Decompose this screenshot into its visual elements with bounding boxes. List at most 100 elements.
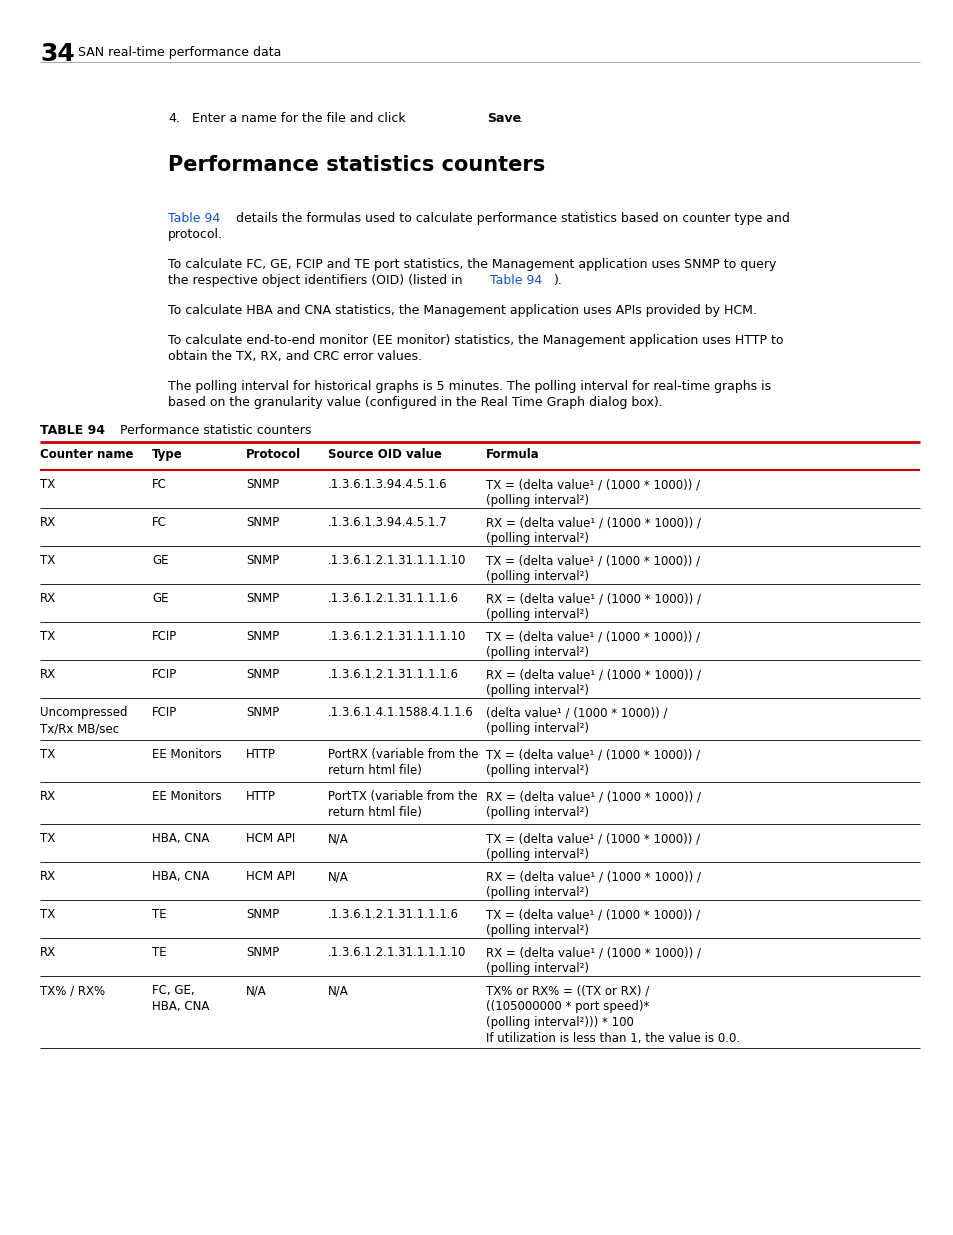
Text: FC: FC [152,516,167,529]
Text: RX: RX [40,668,56,680]
Text: EE Monitors: EE Monitors [152,790,221,803]
Text: Performance statistics counters: Performance statistics counters [168,156,545,175]
Text: Type: Type [152,448,183,461]
Text: TX = (delta value¹ / (1000 * 1000)) /: TX = (delta value¹ / (1000 * 1000)) / [485,908,700,921]
Text: 4.: 4. [168,112,180,125]
Text: N/A: N/A [328,832,349,845]
Text: N/A: N/A [246,984,267,997]
Text: PortRX (variable from the: PortRX (variable from the [328,748,478,761]
Text: FCIP: FCIP [152,630,177,643]
Text: Counter name: Counter name [40,448,133,461]
Text: (polling interval²): (polling interval²) [485,494,588,508]
Text: RX: RX [40,790,56,803]
Text: Formula: Formula [485,448,539,461]
Text: To calculate HBA and CNA statistics, the Management application uses APIs provid: To calculate HBA and CNA statistics, the… [168,304,756,317]
Text: RX = (delta value¹ / (1000 * 1000)) /: RX = (delta value¹ / (1000 * 1000)) / [485,592,700,605]
Text: ((105000000 * port speed)*: ((105000000 * port speed)* [485,1000,649,1013]
Text: (polling interval²): (polling interval²) [485,885,588,899]
Text: N/A: N/A [328,984,349,997]
Text: TX: TX [40,630,55,643]
Text: RX = (delta value¹ / (1000 * 1000)) /: RX = (delta value¹ / (1000 * 1000)) / [485,516,700,529]
Text: (polling interval²): (polling interval²) [485,684,588,697]
Text: GE: GE [152,555,169,567]
Text: .1.3.6.1.2.1.31.1.1.1.6: .1.3.6.1.2.1.31.1.1.1.6 [328,908,458,921]
Text: .1.3.6.1.3.94.4.5.1.7: .1.3.6.1.3.94.4.5.1.7 [328,516,447,529]
Text: The polling interval for historical graphs is 5 minutes. The polling interval fo: The polling interval for historical grap… [168,380,770,393]
Text: Uncompressed: Uncompressed [40,706,128,719]
Text: (polling interval²): (polling interval²) [485,571,588,583]
Text: Table 94: Table 94 [168,212,220,225]
Text: RX = (delta value¹ / (1000 * 1000)) /: RX = (delta value¹ / (1000 * 1000)) / [485,668,700,680]
Text: SAN real-time performance data: SAN real-time performance data [78,46,281,59]
Text: TX: TX [40,478,55,492]
Text: GE: GE [152,592,169,605]
Text: TX% / RX%: TX% / RX% [40,984,105,997]
Text: TABLE 94: TABLE 94 [40,424,105,437]
Text: (polling interval²): (polling interval²) [485,764,588,777]
Text: TE: TE [152,908,167,921]
Text: Save: Save [486,112,520,125]
Text: Table 94: Table 94 [490,274,541,287]
Text: HCM API: HCM API [246,832,294,845]
Text: obtain the TX, RX, and CRC error values.: obtain the TX, RX, and CRC error values. [168,350,421,363]
Text: Protocol: Protocol [246,448,301,461]
Text: based on the granularity value (configured in the Real Time Graph dialog box).: based on the granularity value (configur… [168,396,662,409]
Text: .1.3.6.1.2.1.31.1.1.1.6: .1.3.6.1.2.1.31.1.1.1.6 [328,668,458,680]
Text: PortTX (variable from the: PortTX (variable from the [328,790,477,803]
Text: SNMP: SNMP [246,908,279,921]
Text: (polling interval²): (polling interval²) [485,848,588,861]
Text: return html file): return html file) [328,806,421,819]
Text: TX = (delta value¹ / (1000 * 1000)) /: TX = (delta value¹ / (1000 * 1000)) / [485,555,700,567]
Text: (polling interval²): (polling interval²) [485,924,588,937]
Text: FC: FC [152,478,167,492]
Text: RX: RX [40,592,56,605]
Text: Enter a name for the file and click: Enter a name for the file and click [192,112,409,125]
Text: (delta value¹ / (1000 * 1000)) /: (delta value¹ / (1000 * 1000)) / [485,706,667,719]
Text: return html file): return html file) [328,764,421,777]
Text: HBA, CNA: HBA, CNA [152,1000,209,1013]
Text: (polling interval²): (polling interval²) [485,806,588,819]
Text: RX = (delta value¹ / (1000 * 1000)) /: RX = (delta value¹ / (1000 * 1000)) / [485,869,700,883]
Text: protocol.: protocol. [168,228,223,241]
Text: (polling interval²): (polling interval²) [485,532,588,545]
Text: TX% or RX% = ((TX or RX) /: TX% or RX% = ((TX or RX) / [485,984,649,997]
Text: To calculate FC, GE, FCIP and TE port statistics, the Management application use: To calculate FC, GE, FCIP and TE port st… [168,258,776,270]
Text: RX: RX [40,946,56,960]
Text: SNMP: SNMP [246,516,279,529]
Text: SNMP: SNMP [246,706,279,719]
Text: details the formulas used to calculate performance statistics based on counter t: details the formulas used to calculate p… [232,212,789,225]
Text: FCIP: FCIP [152,706,177,719]
Text: SNMP: SNMP [246,478,279,492]
Text: HCM API: HCM API [246,869,294,883]
Text: SNMP: SNMP [246,630,279,643]
Text: TX: TX [40,908,55,921]
Text: .1.3.6.1.2.1.31.1.1.1.6: .1.3.6.1.2.1.31.1.1.1.6 [328,592,458,605]
Text: .1.3.6.1.2.1.31.1.1.1.10: .1.3.6.1.2.1.31.1.1.1.10 [328,555,466,567]
Text: FC, GE,: FC, GE, [152,984,194,997]
Text: .1.3.6.1.2.1.31.1.1.1.10: .1.3.6.1.2.1.31.1.1.1.10 [328,630,466,643]
Text: (polling interval²))) * 100: (polling interval²))) * 100 [485,1016,633,1029]
Text: RX: RX [40,516,56,529]
Text: FCIP: FCIP [152,668,177,680]
Text: ).: ). [554,274,562,287]
Text: HTTP: HTTP [246,790,275,803]
Text: TX: TX [40,748,55,761]
Text: SNMP: SNMP [246,592,279,605]
Text: .: . [518,112,522,125]
Text: HTTP: HTTP [246,748,275,761]
Text: TX = (delta value¹ / (1000 * 1000)) /: TX = (delta value¹ / (1000 * 1000)) / [485,748,700,761]
Text: TX = (delta value¹ / (1000 * 1000)) /: TX = (delta value¹ / (1000 * 1000)) / [485,478,700,492]
Text: TX: TX [40,832,55,845]
Text: (polling interval²): (polling interval²) [485,722,588,735]
Text: SNMP: SNMP [246,946,279,960]
Text: HBA, CNA: HBA, CNA [152,832,209,845]
Text: TX = (delta value¹ / (1000 * 1000)) /: TX = (delta value¹ / (1000 * 1000)) / [485,630,700,643]
Text: HBA, CNA: HBA, CNA [152,869,209,883]
Text: SNMP: SNMP [246,668,279,680]
Text: N/A: N/A [328,869,349,883]
Text: EE Monitors: EE Monitors [152,748,221,761]
Text: TX = (delta value¹ / (1000 * 1000)) /: TX = (delta value¹ / (1000 * 1000)) / [485,832,700,845]
Text: If utilization is less than 1, the value is 0.0.: If utilization is less than 1, the value… [485,1032,740,1045]
Text: TE: TE [152,946,167,960]
Text: .1.3.6.1.4.1.1588.4.1.1.6: .1.3.6.1.4.1.1588.4.1.1.6 [328,706,474,719]
